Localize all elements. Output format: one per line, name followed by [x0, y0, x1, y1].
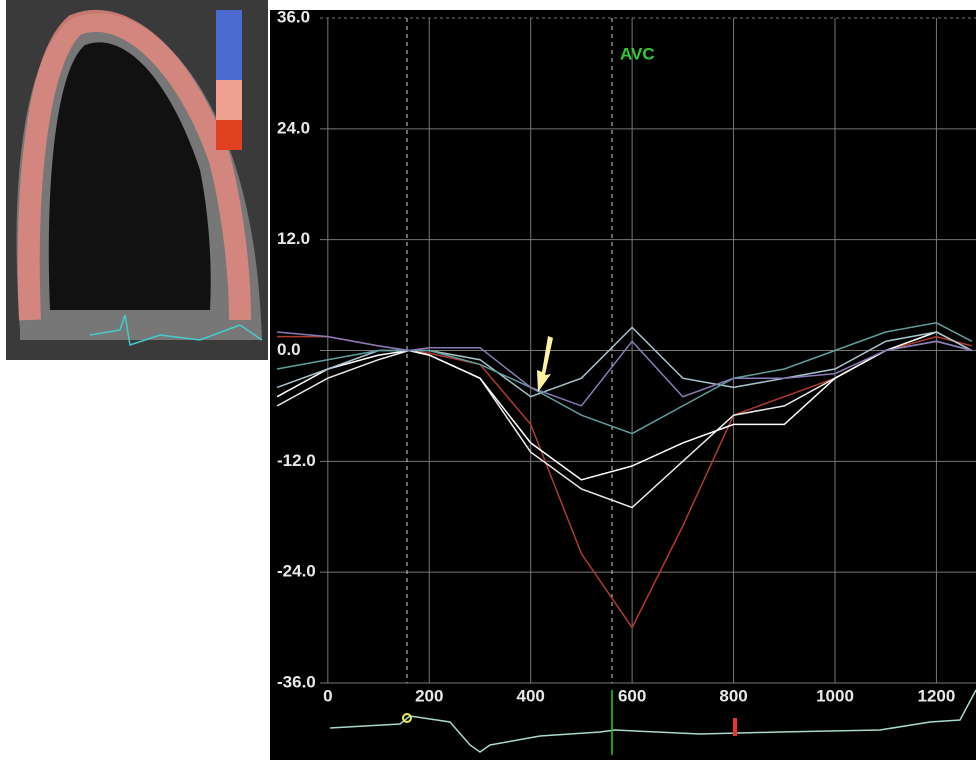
plot-background — [270, 10, 976, 760]
y-tick-label: -24.0 — [277, 562, 316, 581]
echo-image — [6, 0, 268, 360]
y-tick-label: 24.0 — [277, 118, 310, 137]
x-tick-label: 0 — [323, 686, 332, 705]
y-tick-label: -12.0 — [277, 451, 316, 470]
y-tick-label: 0.0 — [277, 340, 301, 359]
x-tick-label: 800 — [719, 686, 747, 705]
annotation: AVC — [620, 44, 655, 63]
ecg-marker — [733, 718, 737, 736]
x-tick-label: 600 — [618, 686, 646, 705]
x-tick-label: 1200 — [918, 686, 956, 705]
x-tick-label: 400 — [517, 686, 545, 705]
y-tick-label: 36.0 — [277, 7, 310, 26]
y-tick-label: 12.0 — [277, 229, 310, 248]
screen: 36.0 24.0 12.0 0.0 -12.0 -24.0 -36.0 0 200 400 600… — [0, 0, 976, 760]
x-tick-label: 1000 — [816, 686, 854, 705]
y-tick-label: -36.0 — [277, 672, 316, 691]
x-tick-label: 200 — [415, 686, 443, 705]
